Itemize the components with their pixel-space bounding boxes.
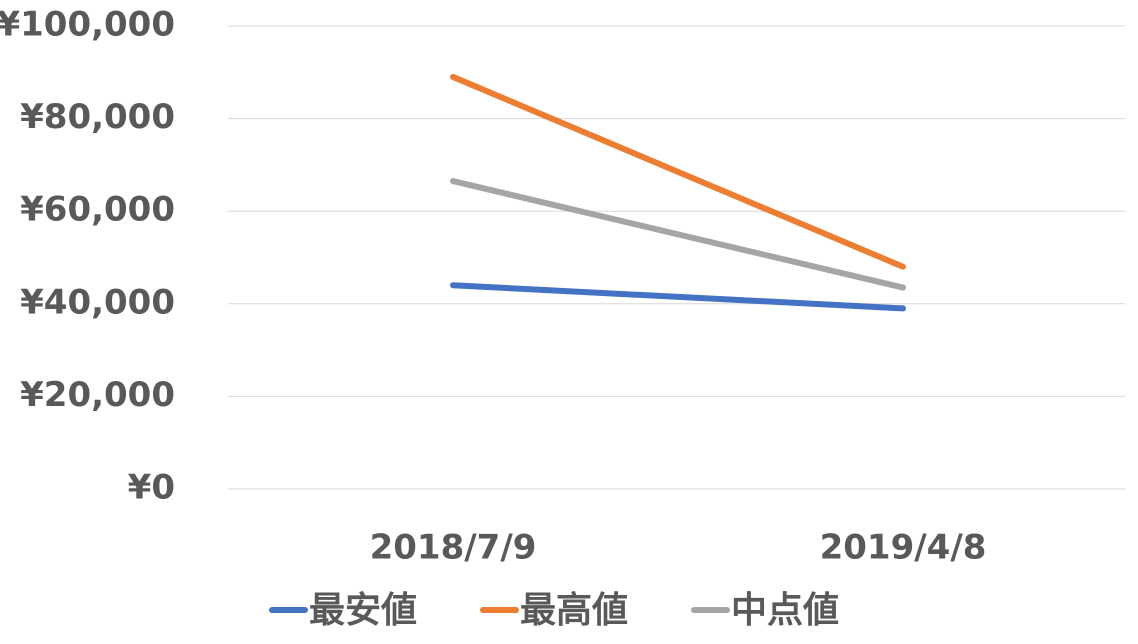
y-tick-label: ¥20,000 <box>20 375 175 415</box>
legend-label: 最高値 <box>520 590 628 631</box>
y-tick-label: ¥40,000 <box>20 282 175 322</box>
series-line <box>450 282 906 312</box>
y-tick-label: ¥80,000 <box>20 97 175 137</box>
legend-label: 中点値 <box>731 590 839 631</box>
y-tick-label: ¥100,000 <box>0 5 175 45</box>
series-line <box>450 178 906 291</box>
y-tick-label: ¥0 <box>128 468 175 508</box>
x-tick-label: 2018/7/9 <box>370 528 537 568</box>
x-tick-label: 2019/4/8 <box>820 528 987 568</box>
series-line <box>450 73 906 270</box>
legend-label: 最安値 <box>309 590 417 631</box>
y-tick-label: ¥60,000 <box>20 190 175 230</box>
